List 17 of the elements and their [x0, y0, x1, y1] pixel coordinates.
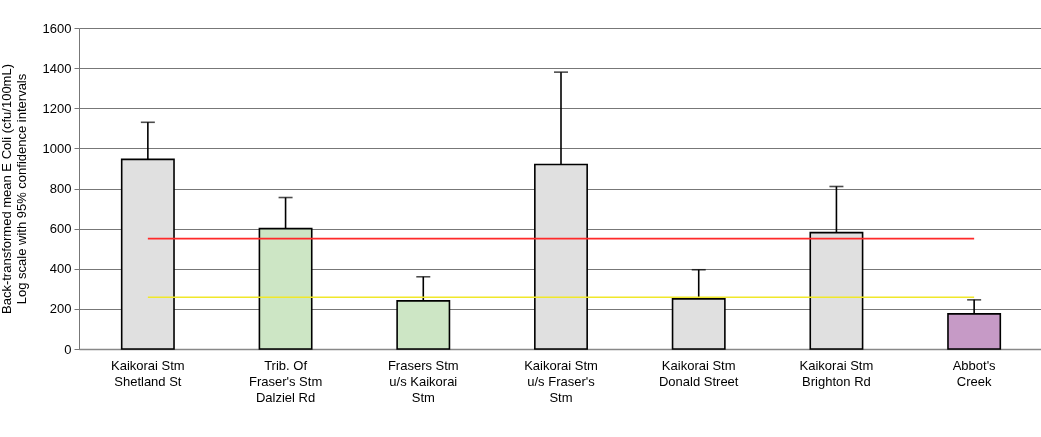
y-tick-label: 600: [49, 221, 72, 237]
y-tick-label: 200: [49, 301, 72, 317]
x-tick-label: Kaikorai Stm u/s Fraser's Stm: [524, 357, 598, 405]
x-tick-label: Kaikorai Stm Brighton Rd: [799, 357, 874, 389]
x-tick-label: Trib. Of Fraser's Stm Dalziel Rd: [248, 357, 323, 405]
y-tick-label: 400: [49, 261, 72, 277]
x-tick-label: Frasers Stm u/s Kaikorai Stm: [387, 357, 459, 405]
x-tick-label: Kaikorai Stm Donald Street: [658, 357, 739, 389]
y-tick-label: 1600: [42, 20, 72, 36]
y-tick-label: 800: [49, 181, 72, 196]
y-tick-label: 1200: [42, 100, 72, 116]
y-tick-label: 0: [64, 341, 72, 357]
y-tick-label: 1400: [42, 60, 72, 76]
x-tick-label: Kaikorai Stm Shetland St: [111, 357, 185, 389]
x-tick-label: Abbot's Creek: [952, 357, 997, 389]
y-tick-label: 1000: [42, 140, 72, 156]
y-axis-title: Back-transformed mean E Coli (cfu/100mL) Log scale with 95% confidence intervals: [0, 64, 29, 314]
